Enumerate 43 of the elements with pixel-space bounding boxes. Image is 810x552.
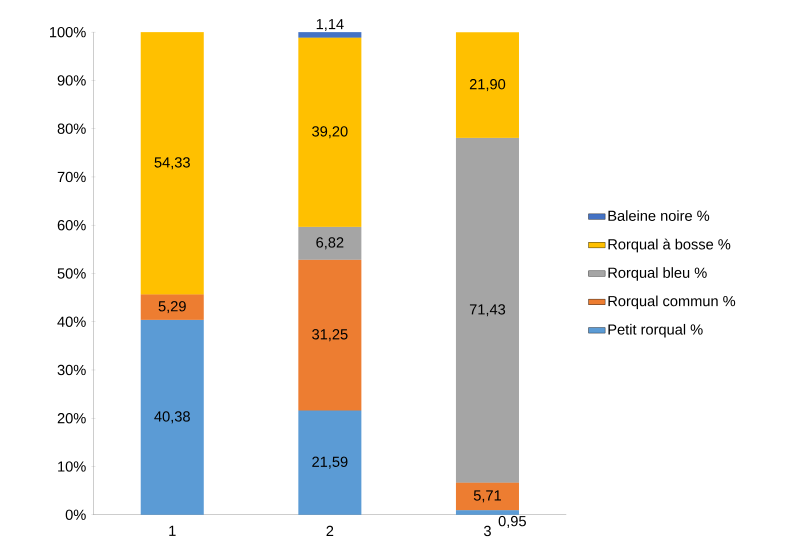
legend-label: Rorqual bleu % (608, 267, 707, 281)
data-label: 0,95 (498, 516, 526, 528)
data-label: 5,29 (158, 301, 186, 314)
y-tick-label: 40% (57, 316, 86, 327)
data-label: 31,25 (312, 329, 348, 342)
y-tick-label: 70% (58, 172, 86, 182)
bar (140, 320, 204, 515)
legend-label: Baleine noire % (608, 210, 710, 222)
data-label: 71,43 (470, 304, 506, 316)
bar (298, 226, 362, 260)
legend-label: Petit rorqual % (608, 324, 703, 338)
data-label: 40,38 (154, 411, 190, 424)
data-label: 21,59 (312, 456, 348, 469)
bar (298, 410, 362, 515)
bar (456, 510, 519, 515)
data-label: 1,14 (316, 19, 344, 32)
y-tick-label: 50% (58, 268, 86, 279)
data-label: 39,20 (312, 126, 348, 138)
y-tick-label: 10% (58, 461, 86, 472)
bar (298, 32, 362, 38)
y-tick-label: 100% (50, 27, 86, 38)
x-tick-label: 3 (484, 526, 491, 536)
y-tick-label: 60% (58, 220, 86, 230)
y-tick-label: 80% (58, 124, 86, 134)
legend-label: Rorqual à bosse % (608, 238, 730, 252)
y-tick-label: 30% (58, 364, 86, 376)
x-tick-label: 2 (326, 526, 334, 536)
y-tick-label: 20% (58, 413, 86, 424)
bar (456, 138, 519, 483)
y-tick-label: 0% (66, 510, 86, 520)
bar (456, 32, 519, 138)
legend-label: Rorqual commun % (608, 296, 736, 310)
bar (298, 38, 362, 227)
data-label: 6,82 (316, 237, 344, 250)
x-tick-label: 1 (169, 526, 176, 536)
data-label: 21,90 (470, 79, 506, 92)
data-label: 54,33 (154, 157, 190, 170)
bar (298, 260, 362, 411)
bar (140, 294, 204, 320)
y-tick-label: 90% (58, 75, 86, 86)
bar (140, 32, 204, 294)
bar (456, 482, 519, 510)
data-label: 5,71 (474, 490, 501, 502)
